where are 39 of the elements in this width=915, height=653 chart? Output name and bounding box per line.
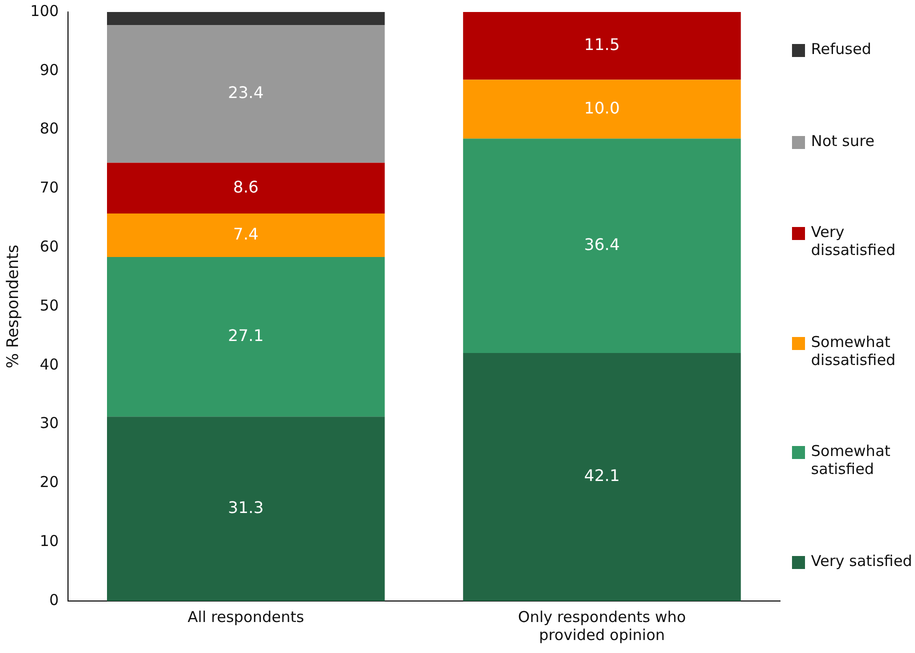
data-label: 10.0 — [584, 98, 620, 118]
legend-label: Somewhat dissatisfied — [811, 332, 897, 369]
bar — [107, 162, 385, 214]
bar — [463, 353, 741, 601]
y-tick-label: 80 — [40, 120, 59, 138]
y-tick-label: 90 — [40, 60, 59, 79]
legend-label: Refused — [811, 40, 872, 58]
legend-label: Not sure — [811, 132, 874, 150]
data-label: 36.4 — [584, 234, 620, 254]
y-axis-title: % Respondents — [2, 244, 22, 368]
data-label: 7.4 — [233, 224, 259, 244]
y-tick-label: 40 — [40, 355, 59, 374]
legend-label: Very satisfied — [811, 552, 912, 570]
data-label: 27.1 — [228, 326, 264, 345]
legend-label: Somewhat satisfied — [811, 442, 892, 478]
y-tick-label: 100 — [30, 2, 59, 20]
legend-label: Very dissatisfied — [811, 223, 897, 260]
x-tick-label: Only respondents who provided opinion — [518, 608, 686, 644]
y-tick-label: 20 — [40, 473, 59, 492]
data-label: 8.6 — [233, 177, 259, 196]
y-tick-label: 0 — [49, 590, 59, 609]
bar — [463, 12, 741, 80]
bar — [107, 213, 385, 258]
bar — [463, 138, 741, 354]
bar — [463, 80, 741, 139]
data-label: 31.3 — [228, 498, 264, 517]
data-label: 42.1 — [584, 466, 620, 486]
data-label: 23.4 — [228, 83, 264, 102]
data-label: 11.5 — [584, 35, 620, 54]
bar — [107, 416, 385, 601]
y-tick-label: 60 — [40, 237, 59, 256]
y-tick-label: 50 — [40, 296, 59, 314]
x-tick-label: All respondents — [188, 608, 304, 626]
y-tick-label: 10 — [40, 532, 59, 550]
bar — [107, 257, 385, 417]
bar — [107, 12, 385, 25]
bar — [107, 24, 385, 163]
y-tick-label: 70 — [40, 178, 59, 197]
y-tick-label: 30 — [40, 414, 59, 432]
